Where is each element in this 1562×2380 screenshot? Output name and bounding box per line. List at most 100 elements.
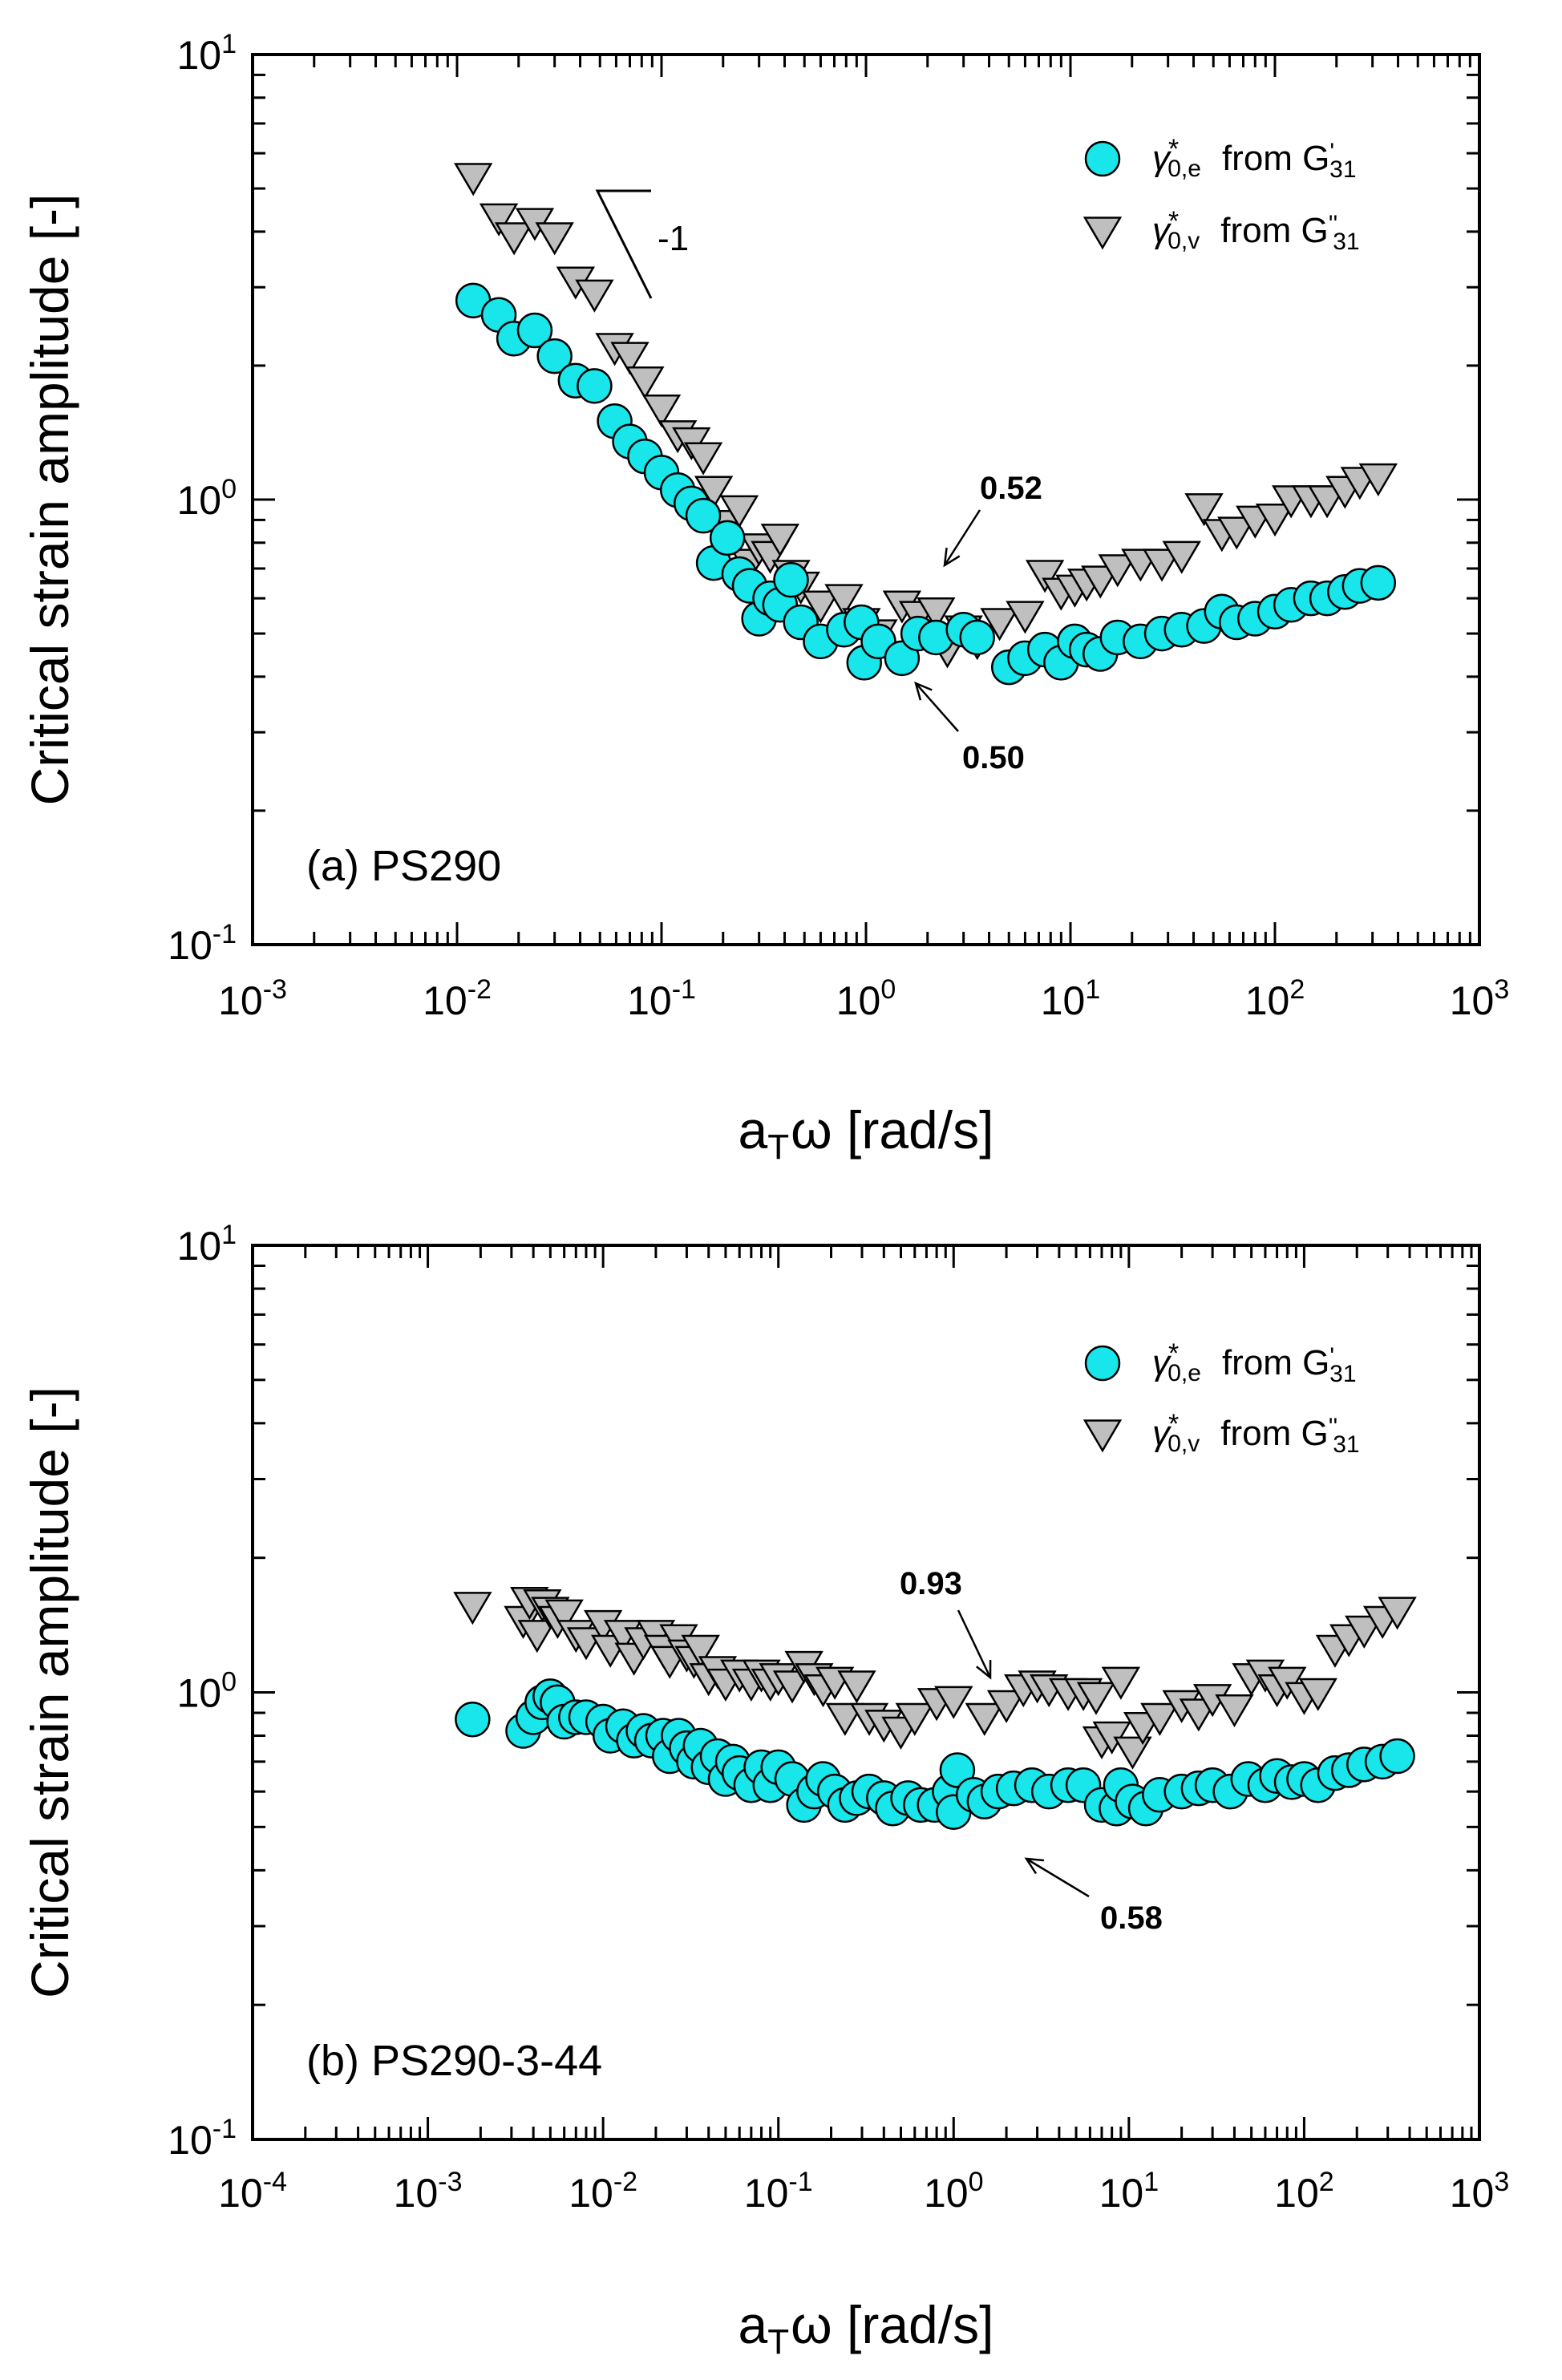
data-point-triangle xyxy=(1098,554,1137,588)
legend-entry-label: γ* 0,v from G'' 31 xyxy=(1152,1409,1360,1458)
data-point-triangle xyxy=(1307,485,1347,519)
data-point-circle xyxy=(1360,565,1397,601)
y-axis-title: Critical strain amplitude [-] xyxy=(20,1386,79,1998)
data-point-triangle xyxy=(1184,493,1224,527)
y-tick-label: 101 xyxy=(176,1220,237,1269)
series-elastic xyxy=(455,282,1397,686)
series-viscous xyxy=(453,1586,1417,1770)
data-point-circle xyxy=(1084,1345,1121,1382)
data-point-circle xyxy=(939,1752,976,1788)
x-tick-label: 10-1 xyxy=(627,974,696,1023)
data-point-triangle xyxy=(1140,1702,1180,1736)
data-point-circle xyxy=(709,520,746,557)
data-point-circle xyxy=(773,561,809,598)
data-point-triangle xyxy=(825,1702,865,1736)
y-tick-label: 10-1 xyxy=(168,919,237,968)
data-point-triangle xyxy=(801,590,840,624)
axis-ticks xyxy=(251,1245,1479,2141)
annotation: 0.50 xyxy=(914,681,1025,775)
x-tick-label: 100 xyxy=(836,974,896,1023)
x-tick-label: 102 xyxy=(1274,2167,1334,2216)
annotation-label: 0.58 xyxy=(1100,1900,1163,1936)
y-tick-label: 100 xyxy=(176,474,237,523)
data-point-triangle xyxy=(1006,601,1045,634)
data-point-triangle xyxy=(479,203,519,237)
data-point-triangle xyxy=(544,1599,584,1633)
data-point-triangle xyxy=(1025,560,1065,593)
data-point-circle xyxy=(516,312,553,349)
x-tick-label: 101 xyxy=(1041,974,1101,1023)
y-tick-label: 10-1 xyxy=(168,2114,237,2163)
slope-indicator: -1 xyxy=(595,189,689,299)
x-axis-title: aTω [rad/s] xyxy=(739,2295,994,2362)
data-point-triangle xyxy=(683,442,723,476)
data-point-triangle xyxy=(917,597,956,631)
data-point-triangle xyxy=(454,163,493,196)
data-point-triangle xyxy=(772,1670,812,1704)
y-tick-label: 101 xyxy=(176,29,237,78)
data-point-triangle xyxy=(1076,1682,1116,1715)
annotation: 0.93 xyxy=(900,1566,992,1680)
x-tick-label: 10-4 xyxy=(218,2167,287,2216)
legend-entry-label: γ* 0,e from G' 31 xyxy=(1152,134,1357,183)
data-point-triangle xyxy=(494,222,534,256)
legend: γ* 0,e from G' 31 γ* 0,v from G'' 31 xyxy=(1082,1338,1360,1458)
data-point-triangle xyxy=(1378,1597,1417,1630)
x-tick-label: 101 xyxy=(1099,2167,1159,2216)
data-point-triangle xyxy=(965,1702,1004,1736)
data-point-triangle xyxy=(575,279,614,313)
data-point-triangle xyxy=(980,608,1019,642)
panel-b-chart: 10-4 10-3 10-2 10-1 100 101 102 103 10-1 100 101 Cr… xyxy=(20,1220,1509,2362)
data-point-triangle xyxy=(1345,1615,1384,1649)
data-point-triangle xyxy=(1082,1419,1123,1453)
x-tick-label: 10-3 xyxy=(394,2167,463,2216)
data-point-triangle xyxy=(1142,548,1182,582)
data-point-circle xyxy=(685,497,722,534)
legend: γ* 0,e from G' 31 γ* 0,v from G'' 31 xyxy=(1082,134,1360,255)
data-point-triangle xyxy=(934,1686,973,1719)
data-point-triangle xyxy=(681,1634,720,1668)
data-point-triangle xyxy=(1215,1694,1254,1728)
data-point-circle xyxy=(536,338,573,374)
annotation: 0.58 xyxy=(1024,1857,1163,1936)
data-point-circle xyxy=(1084,140,1121,177)
data-point-triangle xyxy=(1298,1678,1337,1711)
data-point-triangle xyxy=(760,524,800,557)
data-point-triangle xyxy=(1101,1666,1141,1700)
data-point-triangle xyxy=(1162,540,1201,574)
data-point-triangle xyxy=(1081,565,1120,599)
data-point-triangle xyxy=(610,342,649,375)
legend-entry-label: γ* 0,v from G'' 31 xyxy=(1152,206,1360,255)
y-axis-title: Critical strain amplitude [-] xyxy=(20,194,79,806)
x-tick-label: 102 xyxy=(1245,974,1305,1023)
data-point-triangle xyxy=(1358,463,1398,497)
data-point-circle xyxy=(455,1701,491,1738)
x-tick-label: 103 xyxy=(1450,2167,1510,2216)
series-elastic xyxy=(455,1678,1415,1830)
slope-label: -1 xyxy=(658,219,689,258)
y-tick-label: 100 xyxy=(176,1666,237,1715)
x-axis-title: aTω [rad/s] xyxy=(739,1100,994,1167)
panel-a-chart: 10-3 10-2 10-1 100 101 102 103 10-1 100 101 Critic… xyxy=(20,29,1509,1168)
legend-entry-label: γ* 0,e from G' 31 xyxy=(1152,1338,1357,1387)
annotation: 0.52 xyxy=(943,471,1042,568)
annotation-label: 0.52 xyxy=(980,471,1042,506)
data-point-triangle xyxy=(535,222,574,256)
data-point-triangle xyxy=(1255,503,1295,537)
data-point-triangle xyxy=(837,1670,876,1704)
data-point-triangle xyxy=(517,1620,556,1653)
axis-ticks xyxy=(251,55,1479,946)
annotation-label: 0.50 xyxy=(962,740,1025,775)
data-point-triangle xyxy=(824,584,864,617)
data-point-triangle xyxy=(719,495,759,528)
x-tick-label: 10-3 xyxy=(218,974,287,1023)
data-point-triangle xyxy=(625,366,665,400)
x-tick-label: 10-2 xyxy=(569,2167,637,2216)
x-tick-label: 103 xyxy=(1450,974,1510,1023)
data-point-triangle xyxy=(641,394,682,428)
data-point-circle xyxy=(1379,1738,1415,1775)
data-point-circle xyxy=(884,640,921,677)
data-point-circle xyxy=(959,619,995,656)
data-point-triangle xyxy=(1113,1736,1152,1770)
